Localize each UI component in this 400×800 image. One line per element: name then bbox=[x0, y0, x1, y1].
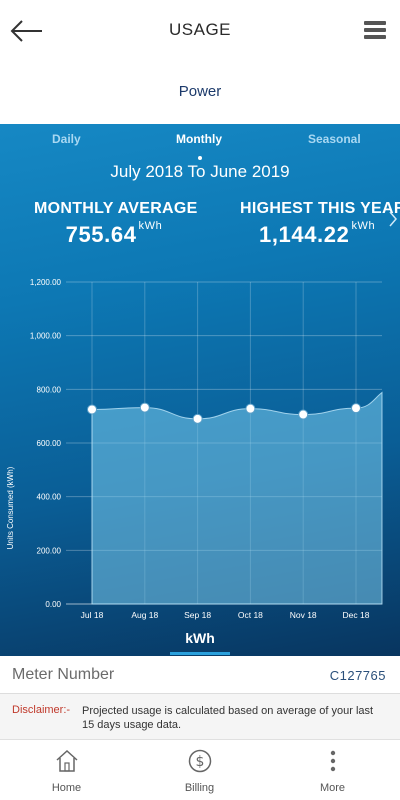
nav-billing[interactable]: $ Billing bbox=[133, 740, 266, 800]
nav-more[interactable]: More bbox=[266, 740, 399, 800]
date-range: July 2018 To June 2019 bbox=[110, 162, 290, 181]
data-point[interactable] bbox=[192, 413, 203, 424]
monthly-average-stat: MONTHLY AVERAGE 755.64 kWh bbox=[34, 200, 198, 248]
disclaimer-label: Disclaimer:- bbox=[12, 704, 71, 716]
disclaimer-box: Disclaimer:- Projected usage is calculat… bbox=[0, 694, 400, 740]
data-point[interactable] bbox=[139, 402, 150, 413]
monthly-average-value: 755.64 bbox=[65, 222, 137, 247]
highest-this-year-label: HIGHEST THIS YEAR bbox=[240, 200, 400, 217]
unit-tab-underline bbox=[170, 652, 230, 655]
y-tick-label: 600.00 bbox=[37, 439, 62, 448]
active-tab-indicator bbox=[198, 156, 202, 160]
home-icon bbox=[56, 749, 78, 772]
y-tick-label: 1,000.00 bbox=[30, 332, 62, 341]
monthly-average-label: MONTHLY AVERAGE bbox=[34, 200, 198, 217]
disclaimer-text: Projected usage is calculated based on a… bbox=[82, 705, 374, 731]
usage-panel: Daily Monthly Seasonal July 2018 To June… bbox=[0, 124, 400, 656]
y-axis-title: Units Consumed (kWh) bbox=[6, 466, 15, 549]
highest-this-year-value: 1,144.22 bbox=[259, 222, 350, 247]
tab-seasonal[interactable]: Seasonal bbox=[308, 132, 361, 146]
y-tick-label: 0.00 bbox=[45, 600, 61, 609]
hamburger-menu-icon[interactable] bbox=[364, 21, 386, 41]
service-type-label: Power bbox=[178, 83, 222, 100]
billing-icon: $ bbox=[188, 749, 212, 773]
data-point[interactable] bbox=[245, 403, 256, 414]
x-tick-label: Jul 18 bbox=[81, 610, 104, 620]
top-bar: USAGE bbox=[0, 0, 400, 62]
period-tabs: Daily Monthly Seasonal bbox=[0, 132, 400, 160]
x-tick-label: Oct 18 bbox=[238, 610, 263, 620]
nav-home-label: Home bbox=[51, 782, 82, 794]
monthly-average-unit: kWh bbox=[138, 220, 163, 232]
meter-number-row: Meter Number C127765 bbox=[0, 656, 400, 694]
tab-daily[interactable]: Daily bbox=[52, 132, 81, 146]
y-tick-label: 200.00 bbox=[37, 546, 62, 555]
meter-number-value: C127765 bbox=[329, 668, 386, 683]
x-tick-label: Dec 18 bbox=[343, 610, 370, 620]
unit-tab-kwh[interactable]: kWh bbox=[185, 630, 215, 646]
service-type-header: Power bbox=[0, 62, 400, 124]
more-icon bbox=[330, 750, 336, 772]
bottom-navigation: Home $ Billing More bbox=[0, 740, 400, 800]
data-point[interactable] bbox=[298, 409, 309, 420]
y-tick-label: 1,200.00 bbox=[30, 278, 62, 287]
tab-monthly[interactable]: Monthly bbox=[176, 132, 222, 146]
x-tick-label: Aug 18 bbox=[131, 610, 158, 620]
highest-this-year-stat: HIGHEST THIS YEAR 1,144.22 kWh bbox=[240, 200, 400, 248]
y-tick-label: 400.00 bbox=[37, 493, 62, 502]
nav-home[interactable]: Home bbox=[0, 740, 133, 800]
data-point[interactable] bbox=[87, 404, 97, 415]
nav-billing-label: Billing bbox=[184, 782, 215, 794]
highest-this-year-unit: kWh bbox=[351, 220, 376, 232]
data-point[interactable] bbox=[351, 403, 361, 414]
monthly-average-value-row: 755.64 kWh bbox=[34, 220, 194, 248]
usage-chart: 0.00 200.00 400.00 600.00 800.00 1,000.00 1,20… bbox=[6, 278, 383, 620]
nav-more-label: More bbox=[319, 782, 346, 794]
highest-this-year-value-row: 1,144.22 kWh bbox=[259, 220, 400, 248]
y-tick-label: 800.00 bbox=[37, 385, 62, 394]
page-title: USAGE bbox=[168, 20, 232, 39]
meter-number-label: Meter Number bbox=[12, 666, 115, 683]
x-tick-label: Sep 18 bbox=[184, 610, 211, 620]
svg-text:$: $ bbox=[196, 754, 205, 770]
x-tick-label: Nov 18 bbox=[290, 610, 317, 620]
usage-area bbox=[91, 391, 383, 605]
chevron-right-icon[interactable] bbox=[388, 210, 398, 228]
back-arrow-icon[interactable] bbox=[10, 18, 44, 44]
